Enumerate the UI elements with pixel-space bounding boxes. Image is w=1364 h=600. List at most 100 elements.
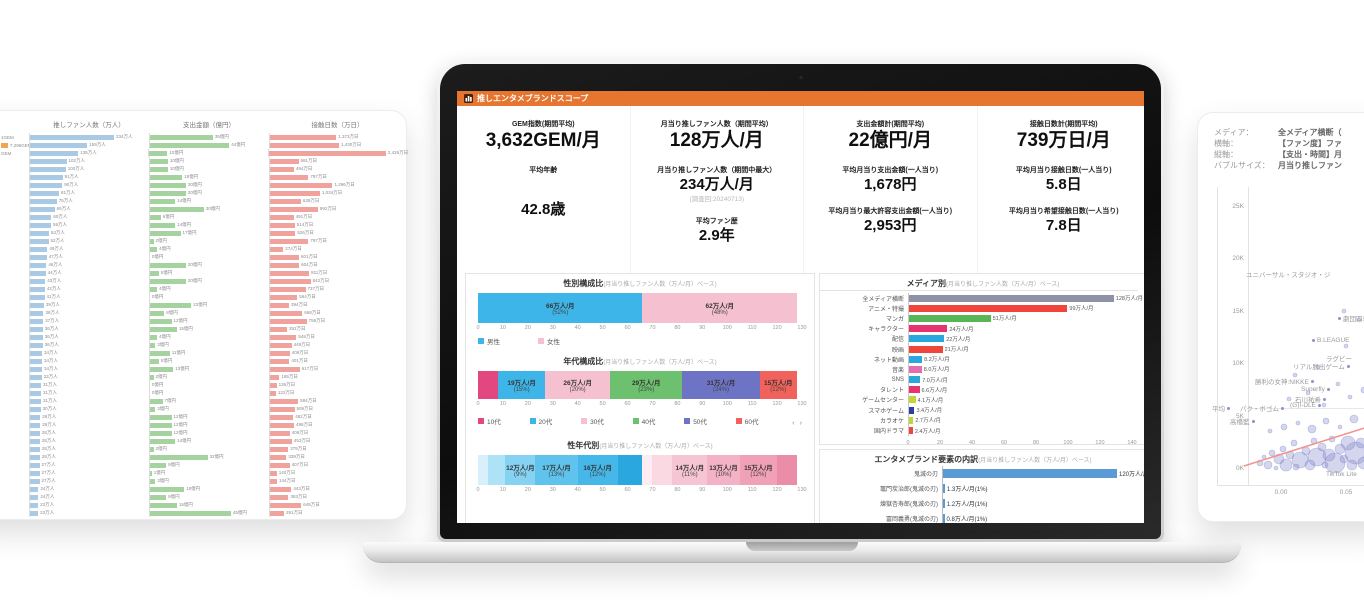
bar[interactable] xyxy=(270,294,298,300)
bar[interactable] xyxy=(29,510,39,516)
bar[interactable] xyxy=(29,254,47,260)
bar[interactable] xyxy=(270,510,285,516)
bar[interactable] xyxy=(149,302,192,308)
bar[interactable] xyxy=(29,430,40,436)
bar[interactable] xyxy=(270,158,299,164)
bar[interactable] xyxy=(29,438,40,444)
breakdown-bar[interactable] xyxy=(943,484,945,493)
legend-item-女性[interactable]: 女性 xyxy=(538,336,560,346)
bar[interactable] xyxy=(270,454,287,460)
bar[interactable] xyxy=(29,278,46,284)
bar[interactable] xyxy=(149,310,165,316)
breakdown-bar[interactable] xyxy=(943,469,1117,478)
bar[interactable] xyxy=(149,510,231,516)
bar[interactable] xyxy=(29,446,40,452)
media-bar[interactable] xyxy=(909,416,914,424)
bar[interactable] xyxy=(270,374,280,380)
bar[interactable] xyxy=(150,142,230,148)
bar[interactable] xyxy=(149,350,170,356)
segment-女性[interactable]: 62万人/月 (48%) xyxy=(642,293,797,323)
bar[interactable] xyxy=(29,414,41,420)
legend-item-男性[interactable]: 男性 xyxy=(478,336,500,346)
bar[interactable] xyxy=(270,246,284,252)
bar[interactable] xyxy=(270,350,290,356)
breakdown-bar[interactable] xyxy=(943,499,945,508)
media-bar[interactable] xyxy=(909,345,943,353)
bar[interactable] xyxy=(270,366,300,372)
media-bar[interactable] xyxy=(909,376,921,384)
bar[interactable] xyxy=(270,502,302,508)
bar[interactable] xyxy=(270,406,295,412)
bar[interactable] xyxy=(269,150,386,156)
bar[interactable] xyxy=(270,414,294,420)
bar[interactable] xyxy=(270,422,295,428)
bar[interactable] xyxy=(29,198,57,204)
bar[interactable] xyxy=(270,134,337,140)
bar[interactable] xyxy=(270,254,299,260)
bar[interactable] xyxy=(29,454,40,460)
bar[interactable] xyxy=(270,486,292,492)
bar[interactable] xyxy=(270,318,307,324)
bar[interactable] xyxy=(270,302,289,308)
segment[interactable] xyxy=(642,455,653,485)
bar[interactable] xyxy=(149,502,177,508)
segment[interactable] xyxy=(487,455,506,485)
bar[interactable] xyxy=(29,150,79,156)
bar[interactable] xyxy=(270,190,320,196)
bar[interactable] xyxy=(270,206,318,212)
bar[interactable] xyxy=(270,286,306,292)
bar[interactable] xyxy=(270,326,287,332)
bar[interactable] xyxy=(29,406,41,412)
bar[interactable] xyxy=(270,222,295,228)
media-bar[interactable] xyxy=(909,335,945,343)
bar[interactable] xyxy=(29,382,41,388)
bar[interactable] xyxy=(270,462,290,468)
bar[interactable] xyxy=(29,270,46,276)
bar[interactable] xyxy=(29,422,41,428)
bar[interactable] xyxy=(149,286,158,292)
bar[interactable] xyxy=(149,446,154,452)
legend-pager-arrow[interactable]: ‹ xyxy=(792,420,795,427)
segment-男性[interactable]: 66万人/月 (52%) xyxy=(478,293,643,323)
bar[interactable] xyxy=(29,158,67,164)
media-bar[interactable] xyxy=(909,294,1114,302)
bar[interactable] xyxy=(149,486,185,492)
bar[interactable] xyxy=(29,286,45,292)
bar[interactable] xyxy=(149,214,161,220)
bar[interactable] xyxy=(29,502,39,508)
bar[interactable] xyxy=(149,462,167,468)
bar[interactable] xyxy=(270,390,276,396)
segment[interactable] xyxy=(652,455,673,485)
legend-item-30代[interactable]: 30代 xyxy=(581,416,604,426)
segment[interactable]: 12万人/月 (9%) xyxy=(505,455,536,485)
bar[interactable] xyxy=(149,366,174,372)
bar[interactable] xyxy=(270,438,292,444)
bar[interactable] xyxy=(149,246,158,252)
bar[interactable] xyxy=(29,494,39,500)
bar[interactable] xyxy=(29,238,49,244)
bar[interactable] xyxy=(149,230,181,236)
media-bar[interactable] xyxy=(909,325,948,333)
bar[interactable] xyxy=(270,262,300,268)
legend-item-20代[interactable]: 20代 xyxy=(529,416,552,426)
bar[interactable] xyxy=(29,326,43,332)
bar[interactable] xyxy=(29,350,43,356)
media-bar[interactable] xyxy=(909,355,923,363)
bar[interactable] xyxy=(29,334,43,340)
bar[interactable] xyxy=(270,214,294,220)
segment-30代[interactable]: 26万人/月 (20%) xyxy=(545,371,611,399)
bar[interactable] xyxy=(29,398,41,404)
bar[interactable] xyxy=(29,470,40,476)
bar[interactable] xyxy=(149,438,176,444)
bar[interactable] xyxy=(149,270,159,276)
bar[interactable] xyxy=(149,262,186,268)
bar[interactable] xyxy=(29,478,40,484)
segment[interactable] xyxy=(617,455,643,485)
bar[interactable] xyxy=(149,150,168,156)
legend-item-40代[interactable]: 40代 xyxy=(632,416,655,426)
bar[interactable] xyxy=(149,318,172,324)
bar[interactable] xyxy=(270,358,290,364)
gem-bar[interactable] xyxy=(1,142,8,148)
segment[interactable]: 13万人/月 (10%) xyxy=(707,455,740,485)
bar[interactable] xyxy=(270,398,299,404)
